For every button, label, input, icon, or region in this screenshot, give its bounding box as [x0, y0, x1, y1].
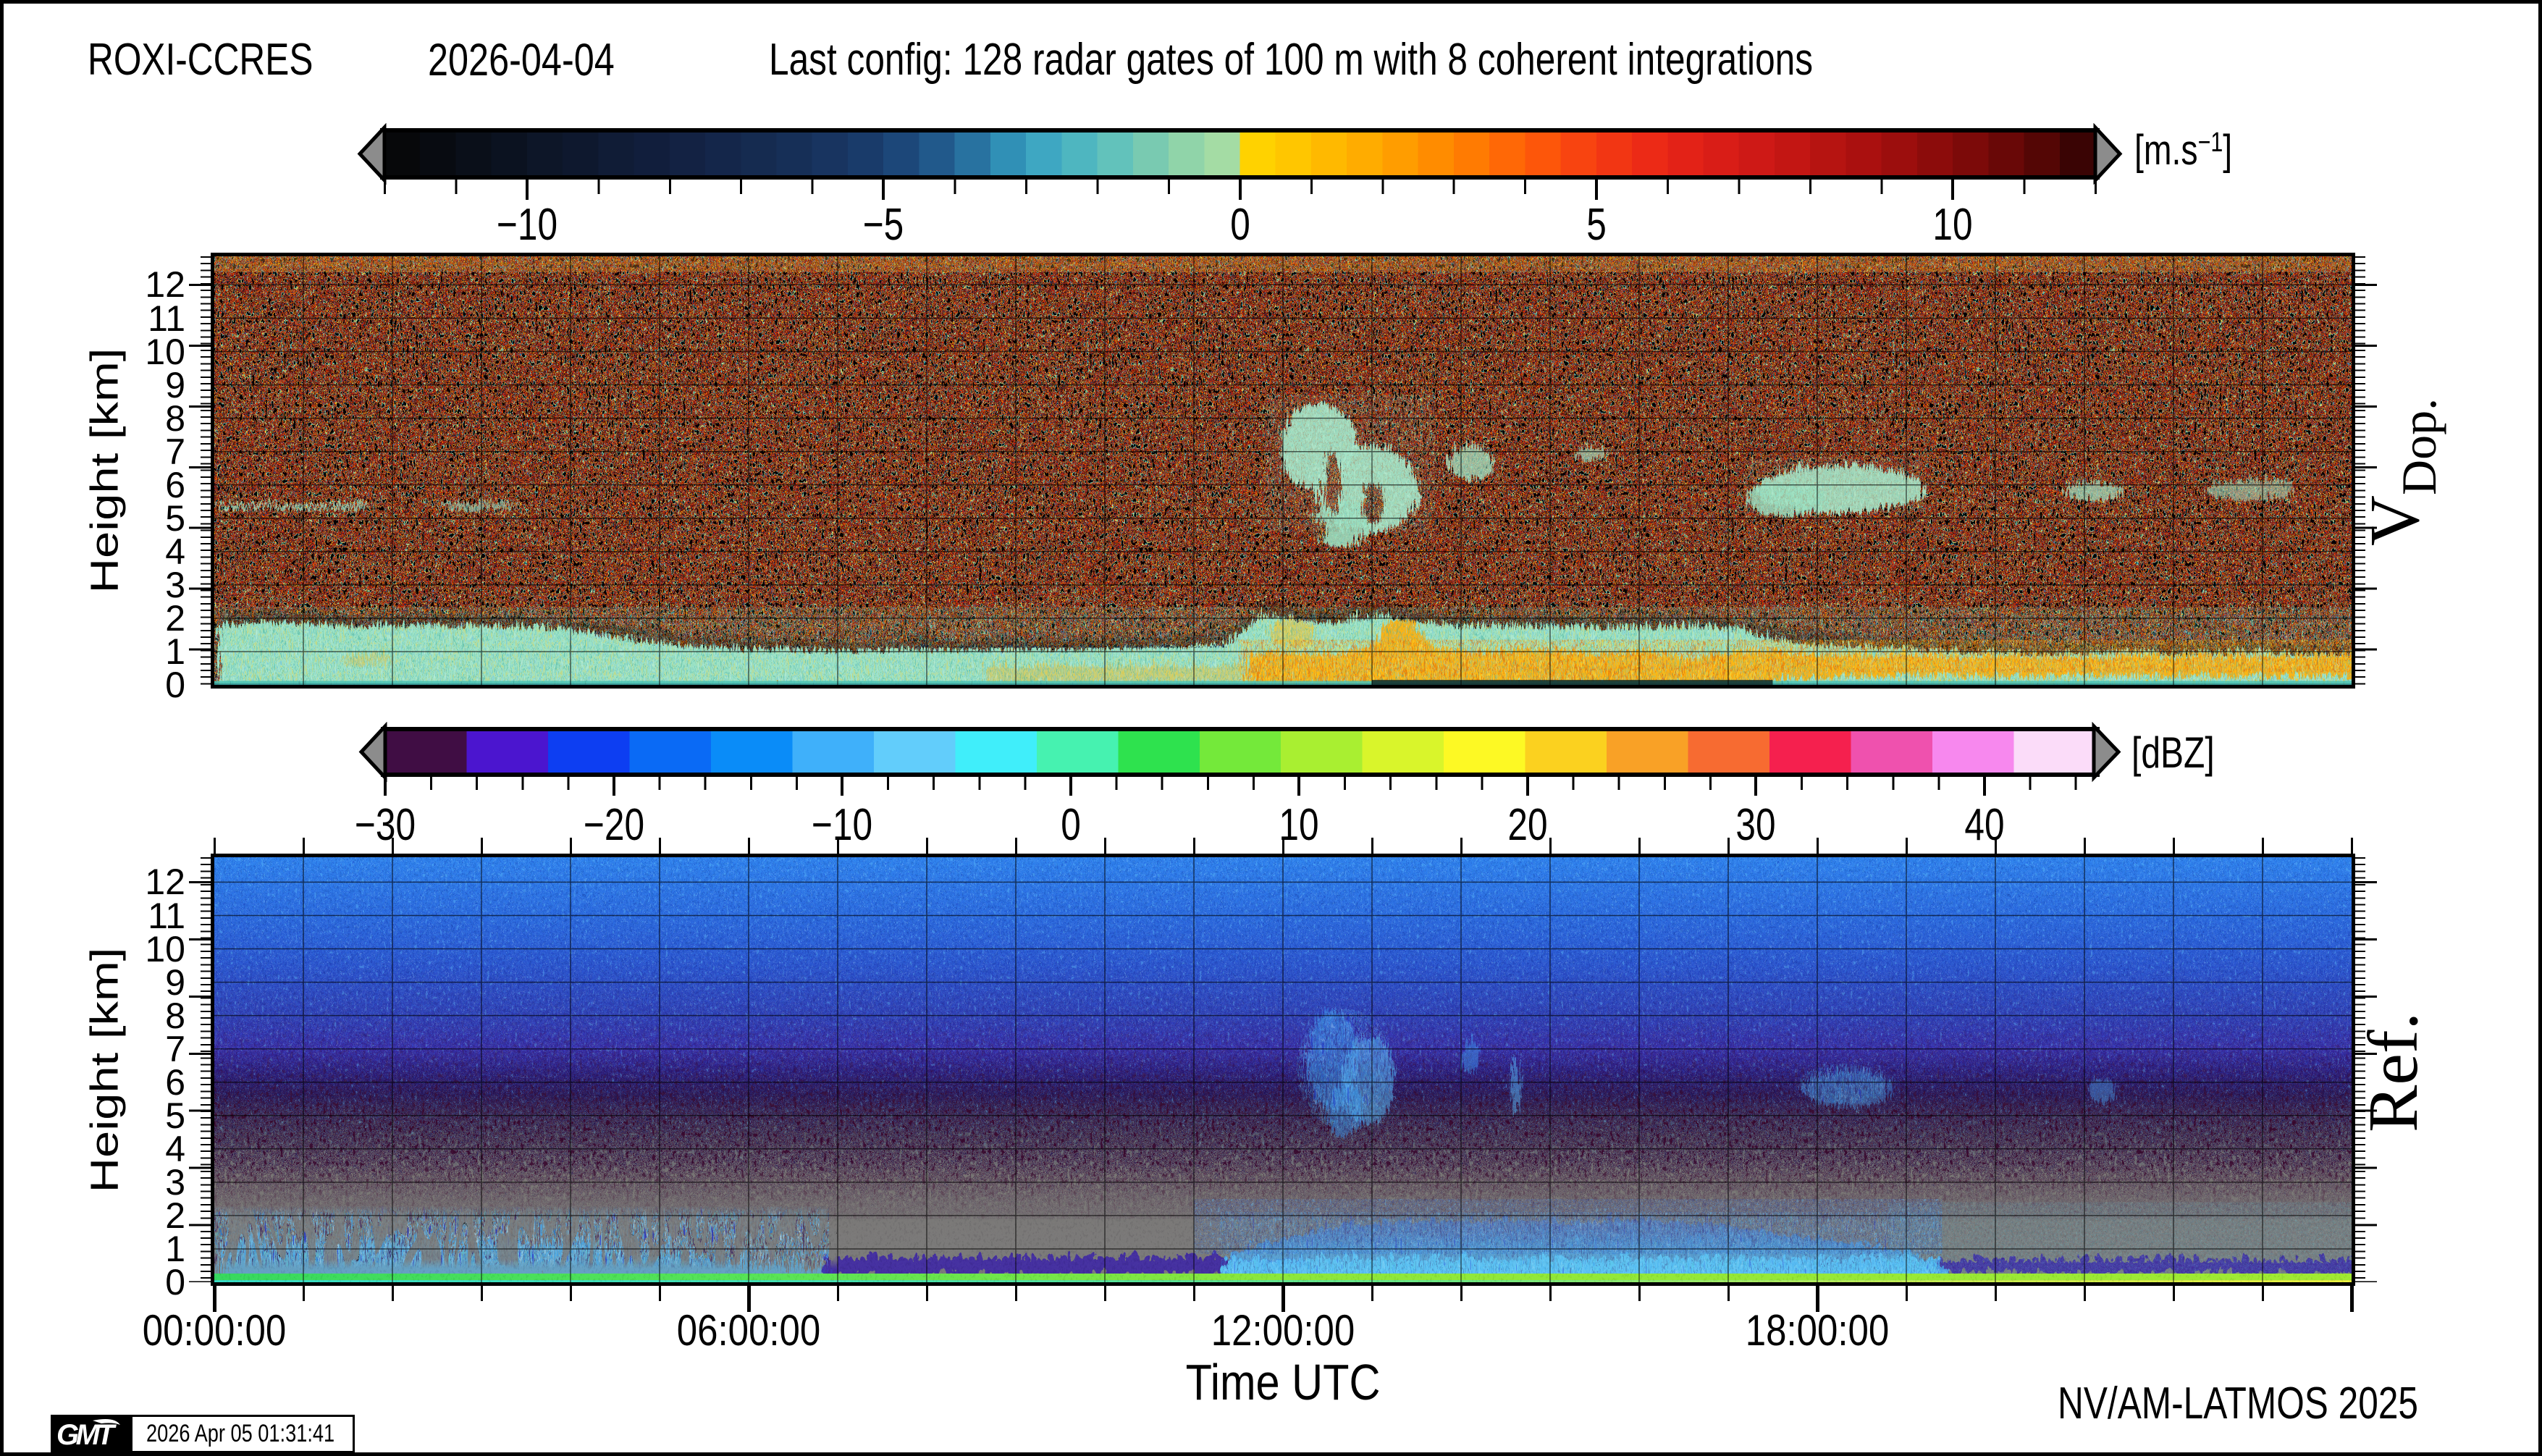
svg-text:GMT: GMT	[56, 1419, 117, 1451]
